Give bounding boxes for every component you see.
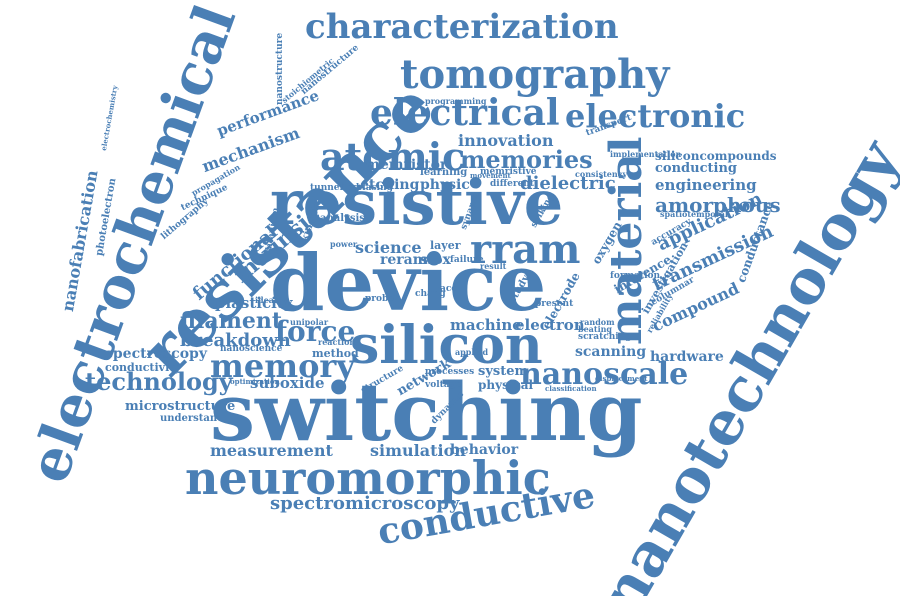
word-16: device	[270, 238, 547, 329]
word-55: simulation	[370, 441, 466, 460]
word-64: nanostructure	[299, 42, 362, 97]
word-41: electron	[515, 316, 585, 334]
word-10: etching	[360, 177, 420, 193]
word-19: conducting	[655, 161, 737, 176]
word-92: unipolar	[290, 317, 329, 327]
word-84: probe	[365, 294, 395, 304]
word-68: biasing	[356, 183, 393, 193]
word-17: amorphous	[655, 193, 781, 217]
word-18: engineering	[655, 176, 757, 194]
word-1: tomography	[400, 51, 670, 98]
word-106: consistency	[575, 169, 628, 179]
word-90: reaction	[318, 337, 356, 347]
word-54: measurement	[210, 441, 333, 460]
word-35: filament	[180, 308, 283, 334]
word-15: siox	[420, 252, 451, 268]
word-112: chang	[415, 289, 446, 299]
word-97: electrochemistry	[99, 84, 120, 152]
word-36: breakdown	[180, 330, 291, 351]
word-93: nanoscience	[220, 344, 283, 354]
word-53: physical	[478, 378, 534, 392]
word-77: result	[480, 261, 507, 271]
word-69: learning	[420, 167, 468, 178]
word-110: formation	[610, 271, 661, 281]
word-94: ideality	[255, 295, 289, 305]
word-38: memory	[210, 347, 355, 385]
word-65: programming	[425, 96, 487, 106]
word-11: physic	[420, 177, 470, 193]
word-13: science	[355, 238, 422, 257]
word-67: tunneling	[310, 183, 360, 193]
word-83: present	[535, 299, 574, 309]
word-40: machine	[450, 316, 522, 334]
word-109: random	[580, 317, 615, 327]
word-52: system	[478, 364, 529, 379]
word-5: innovation	[458, 131, 554, 150]
word-46: conductivity	[105, 361, 181, 374]
word-9: dielectric	[520, 173, 616, 194]
word-34: plasticity	[215, 294, 293, 312]
word-39: silicon	[350, 315, 543, 376]
word-89: method	[312, 347, 359, 360]
word-88: voltage	[425, 380, 462, 390]
word-70: memristive	[480, 167, 537, 177]
word-74: power	[330, 239, 358, 249]
word-20: siliconcompounds	[655, 149, 777, 163]
word-14: reram	[380, 252, 428, 268]
word-111: different	[490, 179, 534, 189]
word-2: electrical	[370, 92, 560, 134]
word-107: beating	[578, 324, 613, 334]
word-115: movement	[470, 171, 511, 180]
word-75: layer	[430, 239, 461, 252]
word-12: rram	[470, 226, 581, 273]
word-105: implementation	[610, 149, 682, 159]
word-45: spectroscopy	[105, 346, 207, 362]
word-47: microstructure	[125, 399, 236, 414]
word-42: nanoscale	[520, 357, 689, 392]
word-44: technology	[85, 367, 233, 396]
word-71: analysis	[320, 213, 365, 224]
word-48: understanding	[160, 413, 243, 424]
word-96: optimization	[230, 377, 280, 386]
word-24: hardware	[650, 349, 724, 365]
word-87: processes	[425, 367, 475, 377]
word-0: characterization	[305, 7, 619, 47]
word-49: suboxide	[250, 374, 325, 392]
word-103: spatiotemporal	[660, 209, 728, 219]
word-7: memristor	[365, 157, 448, 173]
word-108: scratching	[578, 332, 632, 342]
word-6: memories	[460, 145, 593, 174]
word-4: atomic	[320, 134, 466, 179]
word-91: applied	[455, 347, 489, 357]
word-58: spectromicroscopy	[270, 493, 460, 514]
word-76: failure	[450, 255, 484, 265]
word-117: displacement	[595, 374, 648, 383]
word-57: neuromorphic	[185, 451, 551, 505]
word-43: scanning	[575, 344, 647, 360]
word-56: behavior	[450, 442, 519, 458]
word-116: classification	[545, 384, 597, 393]
word-3: electronic	[565, 97, 746, 135]
word-50: switching	[210, 365, 643, 459]
word-8: resistive	[270, 166, 564, 239]
word-85: acc	[440, 284, 457, 294]
word-37: force	[275, 315, 356, 348]
